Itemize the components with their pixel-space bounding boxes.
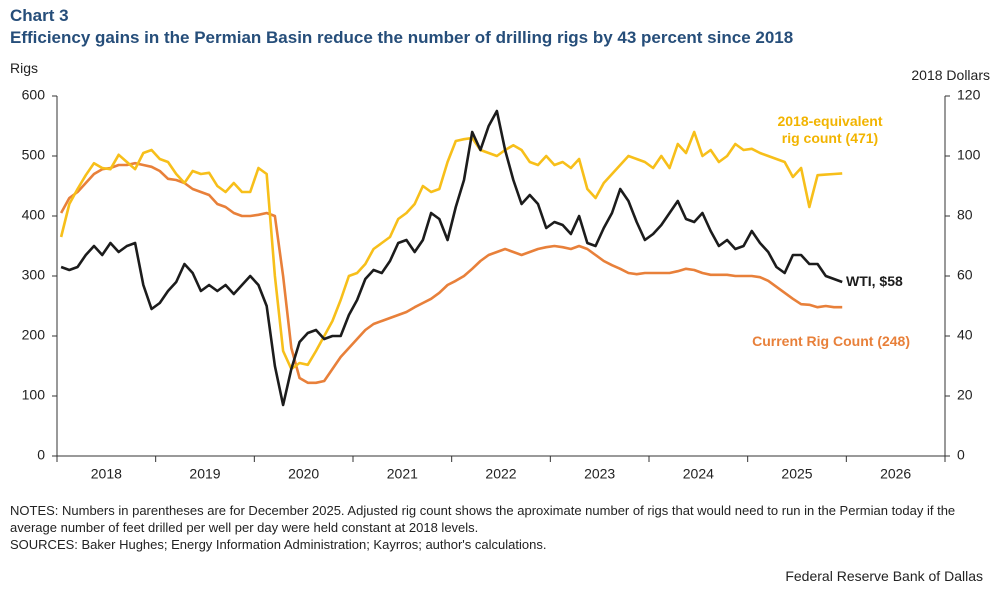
- sources: SOURCES: Baker Hughes; Energy Informatio…: [10, 537, 547, 552]
- x-tick-label: 2018: [91, 466, 122, 482]
- chart: Chart 3 Efficiency gains in the Permian …: [10, 6, 990, 482]
- series-line: [59, 161, 843, 385]
- x-tick-label: 2026: [880, 466, 911, 482]
- series-label: 2018-equivalent: [777, 113, 882, 129]
- x-tick-label: 2020: [288, 466, 319, 482]
- x-tick-label: 2024: [683, 466, 714, 482]
- y-tick-label: 200: [22, 327, 46, 343]
- y-tick-label: 0: [37, 447, 45, 463]
- y-tick-label: 300: [22, 267, 46, 283]
- y2-tick-label: 40: [957, 327, 973, 343]
- series-label: rig count (471): [782, 130, 878, 146]
- x-tick-label: 2025: [781, 466, 812, 482]
- y2-tick-label: 80: [957, 207, 973, 223]
- y2-tick-label: 0: [957, 447, 965, 463]
- y-tick-label: 500: [22, 147, 46, 163]
- notes: NOTES: Numbers in parentheses are for De…: [10, 503, 956, 535]
- series-label: WTI, $58: [846, 273, 903, 289]
- x-tick-label: 2022: [485, 466, 516, 482]
- x-tick-label: 2019: [189, 466, 220, 482]
- series-label: Current Rig Count (248): [752, 333, 910, 349]
- footer: Federal Reserve Bank of Dallas: [785, 568, 983, 584]
- y-tick-label: 400: [22, 207, 46, 223]
- x-tick-label: 2021: [387, 466, 418, 482]
- x-tick-label: 2023: [584, 466, 615, 482]
- series-line: [60, 109, 843, 407]
- y-tick-label: 600: [22, 87, 46, 103]
- y2-tick-label: 120: [957, 87, 981, 103]
- y2-tick-label: 100: [957, 147, 981, 163]
- y2-tick-label: 60: [957, 267, 973, 283]
- y2-axis-label: 2018 Dollars: [911, 67, 990, 83]
- chart-title: Chart 3: [10, 6, 69, 25]
- y-tick-label: 100: [22, 387, 46, 403]
- chart-subtitle: Efficiency gains in the Permian Basin re…: [10, 28, 793, 47]
- series-line: [59, 130, 843, 371]
- y2-tick-label: 20: [957, 387, 973, 403]
- y-axis-label: Rigs: [10, 60, 38, 76]
